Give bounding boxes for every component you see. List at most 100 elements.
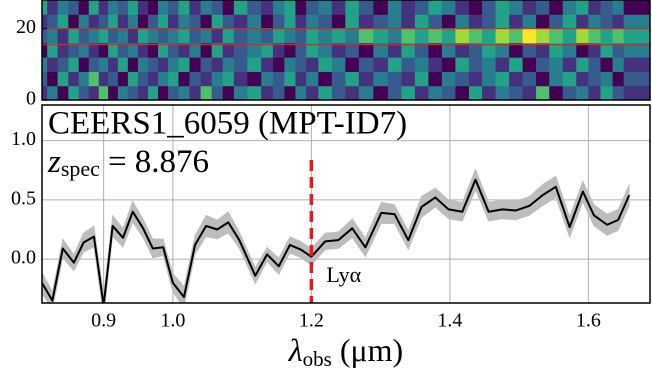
heatmap-cell bbox=[247, 0, 262, 15]
heatmap-cell bbox=[600, 14, 614, 30]
heatmap-cell bbox=[522, 85, 537, 101]
heatmap-cell bbox=[414, 14, 429, 30]
x-tick-label: 1.2 bbox=[299, 310, 324, 332]
heatmap-cell bbox=[57, 57, 69, 72]
heatmap-cell bbox=[168, 14, 179, 30]
heatmap-cell bbox=[612, 57, 625, 72]
heatmap-cell bbox=[168, 42, 179, 58]
heatmap-cell bbox=[47, 85, 59, 101]
heatmap-cell bbox=[57, 71, 69, 87]
heatmap-cell bbox=[157, 57, 169, 72]
heatmap-cell bbox=[576, 0, 589, 15]
heatmap-cell bbox=[137, 0, 149, 15]
heatmap-cell bbox=[387, 57, 402, 72]
heatmap-cell bbox=[261, 28, 274, 44]
heatmap-cell bbox=[178, 57, 190, 72]
heatmap-cell bbox=[222, 14, 235, 30]
heatmap-cell bbox=[536, 28, 550, 44]
heatmap-cell bbox=[509, 57, 524, 72]
heatmap-cell bbox=[536, 71, 550, 87]
heatmap-cell bbox=[306, 85, 319, 101]
heatmap-cell bbox=[295, 28, 307, 44]
heatmap-cell bbox=[318, 0, 333, 15]
heatmap-cell bbox=[600, 57, 614, 72]
heatmap-cell bbox=[331, 57, 346, 72]
heatmap-cell bbox=[157, 42, 169, 58]
heatmap-cell bbox=[147, 42, 159, 58]
heatmap-cell bbox=[147, 71, 159, 87]
heatmap-cell bbox=[373, 0, 389, 15]
heatmap-cell bbox=[612, 71, 625, 87]
heatmap-cell bbox=[522, 71, 537, 87]
heatmap-cell bbox=[387, 42, 402, 58]
heatmap-cell bbox=[284, 42, 296, 58]
heatmap-cell bbox=[401, 71, 416, 87]
heatmap-cell bbox=[455, 42, 470, 58]
x-label-symbol: λ bbox=[288, 332, 303, 368]
heatmap-cell bbox=[117, 0, 129, 15]
heatmap-cell bbox=[387, 85, 402, 101]
heatmap-cell bbox=[358, 71, 374, 87]
heatmap-cell bbox=[222, 71, 235, 87]
heatmap-cell bbox=[612, 14, 625, 30]
heatmap-cell bbox=[233, 14, 248, 30]
heatmap-cell bbox=[623, 57, 651, 72]
heatmap-cell bbox=[358, 0, 374, 15]
heatmap-cell bbox=[414, 42, 429, 58]
heatmap-cell bbox=[108, 42, 119, 58]
heatmap-cell bbox=[588, 0, 601, 15]
heatmap-cell bbox=[612, 42, 625, 58]
heatmap-cell bbox=[47, 42, 59, 58]
heatmap-cell bbox=[284, 28, 296, 44]
heatmap-cell bbox=[284, 85, 296, 101]
heatmap-cell bbox=[441, 57, 456, 72]
heatmap-cell bbox=[522, 0, 537, 15]
heatmap-cell bbox=[88, 0, 100, 15]
heatmap-cell bbox=[157, 14, 169, 30]
heatmap-cell bbox=[428, 0, 443, 15]
heatmap-cell bbox=[261, 71, 274, 87]
heatmap-cell bbox=[233, 71, 248, 87]
heatmap-cell bbox=[623, 14, 651, 30]
heatmap-cell bbox=[562, 14, 577, 30]
heatmap-cell bbox=[284, 57, 296, 72]
heatmap-cell bbox=[318, 14, 333, 30]
heatmap-cell bbox=[600, 28, 614, 44]
heatmap-cell bbox=[57, 85, 69, 101]
heatmap-cell bbox=[108, 14, 119, 30]
heatmap-cell bbox=[47, 0, 59, 15]
heatmap-cell bbox=[88, 14, 100, 30]
heatmap-cell bbox=[495, 0, 510, 15]
heatmap-cell bbox=[387, 14, 402, 30]
spectrum-1d-plot bbox=[42, 160, 631, 303]
heatmap-cell bbox=[247, 14, 262, 30]
heatmap-cell bbox=[147, 28, 159, 44]
heatmap-cell bbox=[414, 0, 429, 15]
heatmap-cell bbox=[482, 28, 497, 44]
heatmap-cell bbox=[78, 71, 90, 87]
heatmap-cell bbox=[117, 85, 129, 101]
heatmap-cell bbox=[284, 0, 296, 15]
heatmap-cell bbox=[536, 0, 550, 15]
heatmap-cell bbox=[331, 85, 346, 101]
heatmap-cell bbox=[261, 14, 274, 30]
heatmap-cell bbox=[468, 28, 483, 44]
heatmap-cell bbox=[189, 0, 202, 15]
heatmap-cell bbox=[441, 14, 456, 30]
heatmap-cell bbox=[98, 0, 109, 15]
heatmap-cell bbox=[482, 85, 497, 101]
heatmap-cell bbox=[549, 57, 564, 72]
heatmap-cell bbox=[345, 71, 360, 87]
heatmap-cell bbox=[562, 71, 577, 87]
heatmap-cell bbox=[247, 42, 262, 58]
spectrum-2d-panel: 0 20 bbox=[16, 0, 651, 110]
heatmap-cell bbox=[200, 42, 213, 58]
heatmap-cell bbox=[536, 85, 550, 101]
heatmap-cell bbox=[57, 42, 69, 58]
heatmap-cell bbox=[272, 71, 285, 87]
heatmap-cell bbox=[623, 42, 651, 58]
heatmap-cell bbox=[549, 42, 564, 58]
x-tick-label: 1.4 bbox=[437, 310, 462, 332]
heatmap-cell bbox=[588, 57, 601, 72]
